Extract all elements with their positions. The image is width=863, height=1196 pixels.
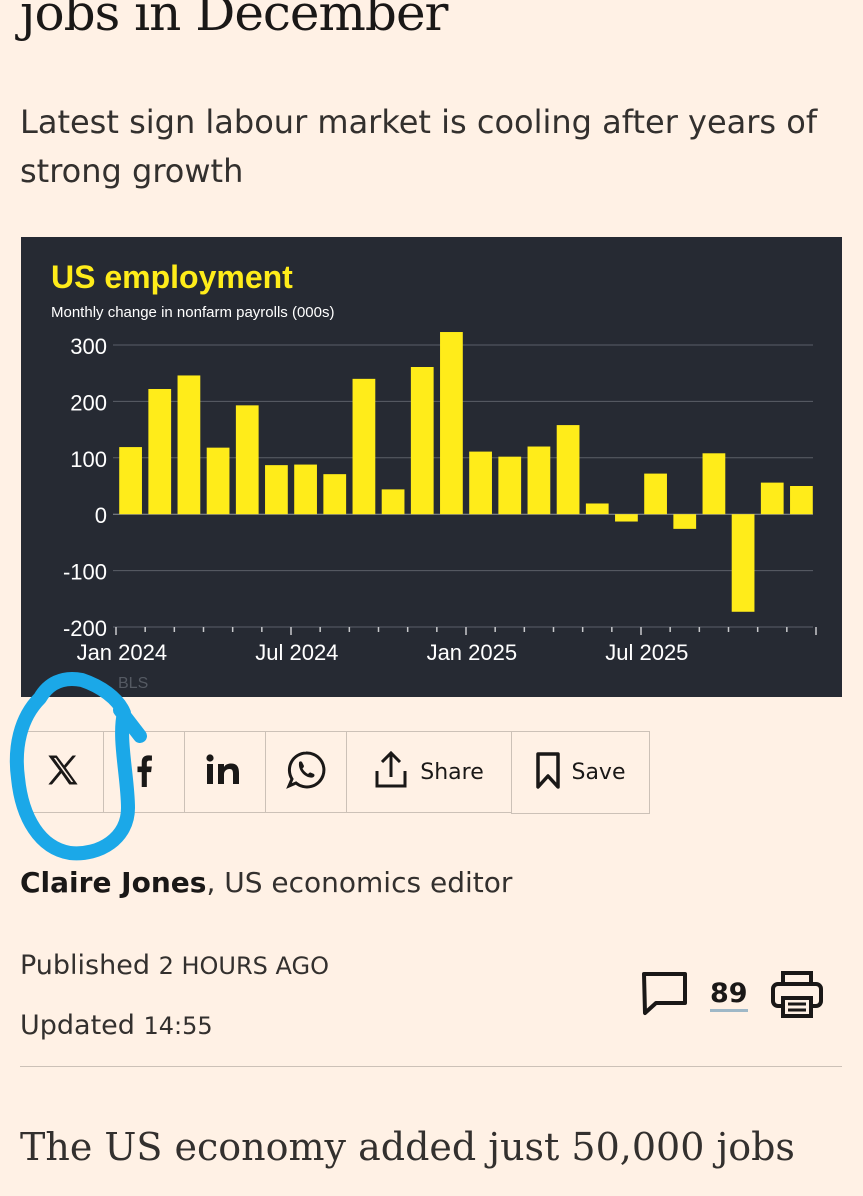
bar [731, 514, 755, 612]
chart-subtitle: Monthly change in nonfarm payrolls (000s… [51, 304, 334, 321]
bar [381, 489, 405, 515]
author-role: , US economics editor [206, 866, 513, 899]
y-tick-label: -200 [63, 616, 107, 641]
y-tick-label: 100 [70, 447, 107, 472]
facebook-icon [132, 753, 156, 791]
share-facebook-button[interactable] [103, 731, 184, 813]
save-button[interactable]: Save [511, 731, 650, 814]
bar [119, 447, 142, 515]
bar [352, 378, 376, 515]
bar [469, 451, 492, 515]
bar [294, 464, 317, 515]
linkedin-icon [206, 754, 244, 790]
published-line: Published 2 HOURS AGO [20, 950, 329, 981]
share-bar: Share [21, 731, 512, 813]
y-tick-label: 200 [70, 390, 107, 415]
headline: jobs in December [20, 0, 448, 42]
bar [235, 405, 259, 515]
comment-count: 89 [710, 978, 748, 1012]
share-icon [374, 750, 408, 793]
byline: Claire Jones, US economics editor [20, 866, 512, 899]
divider [20, 1066, 842, 1067]
bar [790, 486, 813, 515]
x-tick-label: Jan 2025 [427, 640, 518, 665]
whatsapp-icon [286, 750, 326, 794]
share-x-button[interactable] [21, 731, 103, 813]
comment-icon [640, 970, 690, 1020]
bar [644, 473, 667, 515]
bar [323, 474, 347, 515]
chart: US employment Monthly change in nonfarm … [21, 237, 842, 697]
bar [206, 447, 230, 515]
bar [702, 453, 726, 515]
share-label: Share [420, 759, 484, 785]
print-icon[interactable] [770, 970, 824, 1024]
bar [410, 366, 434, 515]
y-tick-label: 300 [70, 334, 107, 359]
save-label: Save [571, 760, 626, 785]
bookmark-icon [535, 751, 561, 794]
bar [527, 446, 551, 515]
author-link[interactable]: Claire Jones [20, 866, 207, 899]
bar [615, 514, 638, 522]
updated-time: 14:55 [143, 1012, 213, 1040]
comments-button[interactable]: 89 [640, 970, 748, 1020]
bar [673, 514, 697, 529]
chart-svg: US employment Monthly change in nonfarm … [51, 259, 817, 692]
bar [265, 465, 288, 515]
chart-source: BLS [118, 675, 148, 692]
x-tick-label: Jul 2025 [605, 640, 688, 665]
published-time: 2 HOURS AGO [158, 952, 330, 980]
bar [498, 456, 522, 515]
y-tick-label: 0 [95, 503, 107, 528]
x-tick-label: Jul 2024 [255, 640, 338, 665]
bar [148, 388, 172, 515]
y-tick-label: -100 [63, 560, 107, 585]
bar [556, 425, 580, 515]
bar [177, 375, 201, 515]
chart-title: US employment [51, 259, 293, 295]
article-body-first-line: The US economy added just 50,000 jobs [20, 1125, 795, 1169]
share-linkedin-button[interactable] [184, 731, 265, 813]
standfirst: Latest sign labour market is cooling aft… [20, 103, 818, 190]
bar [585, 503, 609, 515]
bar [440, 332, 463, 515]
x-icon [44, 751, 82, 793]
bar [760, 482, 784, 515]
updated-label: Updated [20, 1010, 135, 1041]
published-label: Published [20, 950, 150, 981]
x-tick-label: Jan 2024 [77, 640, 168, 665]
share-whatsapp-button[interactable] [265, 731, 346, 813]
updated-line: Updated 14:55 [20, 1010, 213, 1041]
share-button[interactable]: Share [346, 731, 512, 813]
